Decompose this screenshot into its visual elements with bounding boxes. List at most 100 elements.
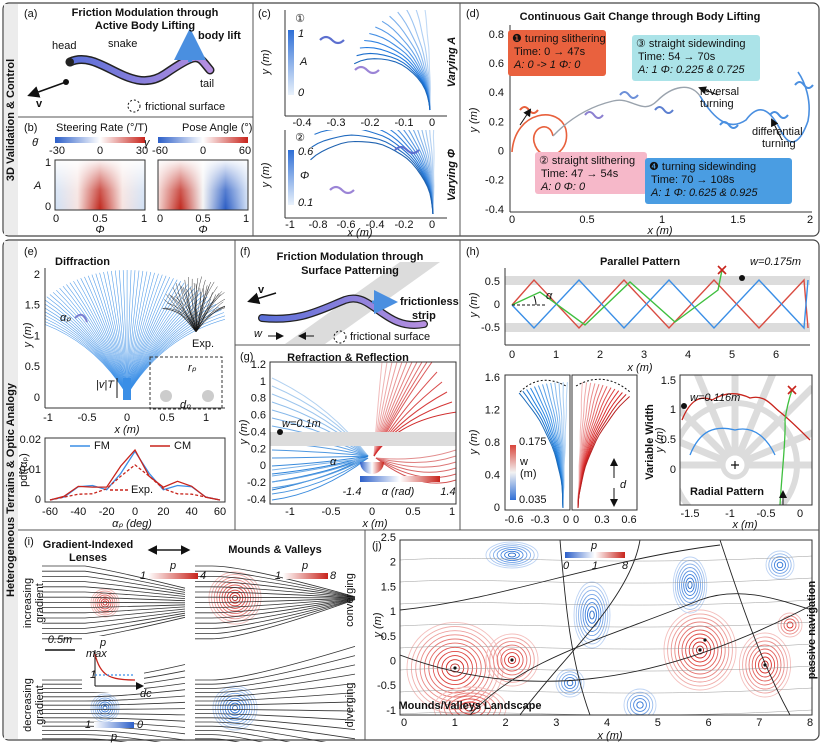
- tick-label: 0: [498, 146, 504, 158]
- tick-label: 0: [369, 506, 375, 518]
- curve: [259, 295, 427, 328]
- curve: [42, 701, 186, 706]
- post: [160, 390, 172, 402]
- contour: [213, 576, 257, 620]
- contour: [563, 676, 577, 690]
- label: strip: [412, 310, 436, 322]
- label: w=0.175m: [750, 256, 801, 268]
- curve: [771, 118, 783, 141]
- label: |v|T: [96, 379, 115, 391]
- contour: [102, 600, 108, 606]
- curve: [195, 692, 356, 702]
- colorbar: [94, 722, 134, 728]
- tick-label: -0.5: [78, 412, 97, 424]
- colorbar: [360, 476, 440, 482]
- tick-label: -0.5: [481, 322, 500, 334]
- contour: [765, 550, 795, 580]
- label: A: 1 Φ: 0.625 & 0.925: [650, 187, 758, 199]
- contour: [742, 636, 788, 694]
- tick-label: 1: [34, 330, 40, 342]
- frame: [2, 2, 820, 237]
- curve: [271, 449, 369, 457]
- label: increasing: [22, 578, 34, 628]
- curve: [400, 599, 812, 606]
- contour: [433, 686, 507, 715]
- curve: [42, 604, 186, 608]
- label: A: 0 Φ: 0: [540, 181, 586, 193]
- curve: [511, 278, 809, 330]
- contour: [573, 581, 611, 649]
- contour: [216, 579, 254, 617]
- tick-label: 1: [452, 717, 458, 729]
- label: α: [546, 290, 553, 302]
- curve: [42, 565, 186, 589]
- tick-label: -0.1: [395, 117, 414, 129]
- contour: [96, 594, 114, 612]
- plot-area: [310, 130, 435, 215]
- spoke: [680, 438, 737, 469]
- curve: [689, 427, 776, 456]
- curve: [195, 576, 356, 598]
- label: turning: [700, 98, 734, 110]
- contour: [776, 561, 784, 569]
- label: w: [254, 328, 263, 340]
- legend-box: [645, 158, 792, 204]
- tick-label: 1: [298, 28, 304, 40]
- tick-label: 0.02: [20, 434, 41, 446]
- curve: [375, 457, 456, 479]
- tick-label: -0.5: [322, 506, 341, 518]
- contour: [100, 598, 110, 608]
- tick-label: -0.2: [361, 117, 380, 129]
- curve: [69, 282, 128, 396]
- curve: [397, 130, 434, 215]
- curve: [195, 646, 356, 681]
- tick-label: 0.035: [519, 494, 547, 506]
- post: [202, 390, 214, 402]
- tick-label: -1.4: [343, 486, 362, 498]
- contour: [773, 558, 787, 572]
- contour: [454, 698, 486, 715]
- contour: [100, 703, 110, 713]
- contour: [676, 563, 704, 607]
- tick-label: 30: [136, 145, 148, 157]
- label: v: [258, 284, 265, 296]
- label: differential: [752, 126, 803, 138]
- tick-label: (m): [520, 468, 537, 480]
- colorbar: [158, 137, 248, 143]
- label: passive navigation: [806, 581, 818, 680]
- tick-label: 0.5: [92, 213, 107, 225]
- tick-label: 2: [807, 214, 813, 226]
- label: Gradient-Indexed: [43, 539, 133, 551]
- curve: [271, 455, 369, 459]
- colorbar: [288, 150, 294, 205]
- tick-label: 0: [132, 506, 138, 518]
- curve: [74, 313, 88, 323]
- curve: [42, 591, 186, 599]
- contour: [485, 541, 539, 569]
- tick-label: 0: [298, 87, 305, 99]
- curve: [62, 286, 128, 396]
- curve: [373, 411, 456, 457]
- contour: [555, 668, 585, 698]
- label: y (m): [468, 429, 480, 455]
- label: y (m): [238, 419, 250, 445]
- curve: [195, 598, 356, 614]
- contour: [633, 698, 647, 712]
- contour: [94, 592, 116, 614]
- contour: [437, 650, 473, 686]
- contour: [222, 695, 248, 721]
- tick-label: 0: [509, 214, 515, 226]
- legend-box: [535, 152, 647, 194]
- label: turning: [762, 138, 796, 150]
- label: Diffraction: [55, 256, 110, 268]
- curve: [42, 576, 186, 593]
- contour: [489, 637, 535, 683]
- curve: [400, 665, 812, 672]
- curve: [794, 81, 814, 89]
- label: (f): [240, 246, 250, 258]
- label: converging: [344, 573, 356, 627]
- tick-label: -30: [49, 145, 65, 157]
- tick-label: max: [86, 648, 107, 660]
- label: Varying Φ: [446, 149, 458, 201]
- contour: [783, 618, 797, 632]
